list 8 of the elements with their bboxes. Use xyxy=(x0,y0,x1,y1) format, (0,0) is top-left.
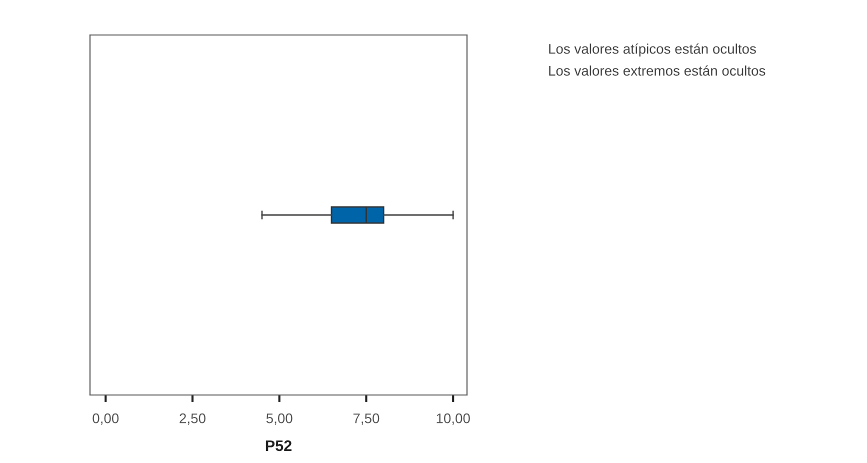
x-axis-title: P52 xyxy=(266,440,292,452)
x-tick-label: 7,50 xyxy=(353,413,380,425)
x-tick-label: 10,00 xyxy=(436,413,470,425)
x-tick-label: 2,50 xyxy=(180,413,206,425)
x-tick-label: 0,00 xyxy=(92,413,119,425)
text: Los valores extremos están ocultos xyxy=(549,65,766,76)
x-tick-label: 5,00 xyxy=(266,413,292,425)
text: Los valores atípicos están ocultos xyxy=(549,43,756,57)
